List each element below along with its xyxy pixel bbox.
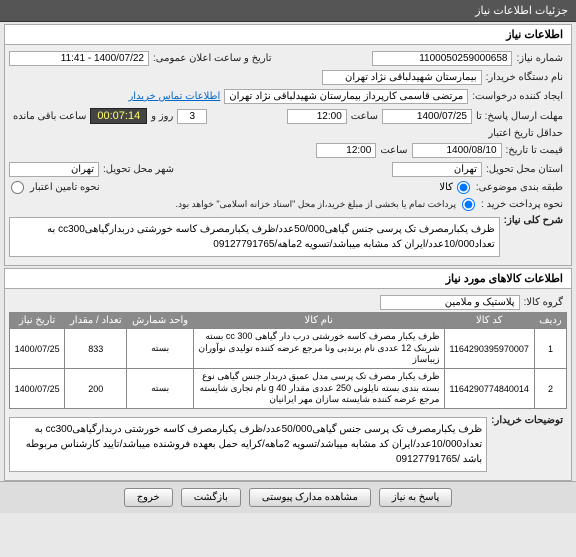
table-row: 21164290774840014ظرف یکبار مصرف تک پرسی … bbox=[10, 369, 567, 409]
radio-pay[interactable] bbox=[462, 198, 475, 211]
items-table: ردیف کد کالا نام کالا واحد شمارش تعداد /… bbox=[9, 312, 567, 409]
cell-date: 1400/07/25 bbox=[10, 329, 65, 369]
return-button[interactable]: بازگشت bbox=[181, 488, 241, 507]
section-header-niaz: اطلاعات نیاز bbox=[4, 24, 572, 45]
countdown-timer: 00:07:14 bbox=[90, 108, 147, 124]
exit-button[interactable]: خروج bbox=[124, 488, 173, 507]
creator-value: مرتضی قاسمی کارپرداز بیمارستان شهیدلباقی… bbox=[224, 89, 468, 104]
pay-note: پرداخت تمام یا بخشی از مبلغ خرید،از محل … bbox=[172, 199, 460, 210]
cell-name: ظرف یکبار مصرف تک پرسی مدل عمیق دربدار ج… bbox=[193, 369, 444, 409]
items-body: گروه کالا: پلاستیک و ملامین ردیف کد کالا… bbox=[4, 289, 572, 481]
niaz-no: 1100050259000658 bbox=[372, 51, 512, 66]
deliver-city: تهران bbox=[9, 162, 99, 177]
announce-label: تاریخ و ساعت اعلان عمومی: bbox=[149, 53, 276, 64]
cell-qty: 833 bbox=[65, 329, 127, 369]
col-date: تاریخ نیاز bbox=[10, 313, 65, 329]
desc-label: شرح کلی نیاز: bbox=[500, 215, 567, 226]
credit-time: 12:00 bbox=[316, 143, 376, 158]
group-label: گروه کالا: bbox=[520, 297, 567, 308]
contact-link[interactable]: اطلاعات تماس خریدار bbox=[124, 91, 224, 102]
budget-radio[interactable] bbox=[9, 181, 26, 194]
col-code: کد کالا bbox=[444, 313, 534, 329]
cell-code: 1164290395970007 bbox=[444, 329, 534, 369]
cell-name: ظرف یکبار مصرف کاسه خورشتی درب دار گیاهی… bbox=[193, 329, 444, 369]
classify-label: طبقه بندی موضوعی: bbox=[472, 182, 567, 193]
saat-label-1: ساعت bbox=[347, 111, 382, 122]
col-qty: تعداد / مقدار bbox=[65, 313, 127, 329]
col-name: نام کالا bbox=[193, 313, 444, 329]
cell-n: 2 bbox=[534, 369, 566, 409]
classify-radio-kala[interactable]: کالا bbox=[439, 181, 472, 194]
pay-radio[interactable] bbox=[460, 198, 477, 211]
respond-button[interactable]: پاسخ به نیاز bbox=[379, 488, 453, 507]
cell-code: 1164290774840014 bbox=[444, 369, 534, 409]
items-header: اطلاعات کالاهای مورد نیاز bbox=[4, 268, 572, 289]
days-left: 3 bbox=[177, 109, 207, 124]
credit-date: 1400/08/10 bbox=[412, 143, 502, 158]
radio-budget-1[interactable] bbox=[11, 181, 24, 194]
announce-value: 1400/07/22 - 11:41 bbox=[9, 51, 149, 66]
rooz-label: روز و bbox=[147, 111, 177, 122]
credit-label: حداقل تاریخ اعتبار bbox=[484, 128, 567, 139]
radio-kala-label: کالا bbox=[439, 182, 453, 193]
radio-kala[interactable] bbox=[457, 181, 470, 194]
cell-unit: بسته bbox=[127, 369, 194, 409]
deliver-prov: تهران bbox=[392, 162, 482, 177]
buyer-desc-label: توضیحات خریدار: bbox=[487, 415, 567, 426]
footer-buttons: پاسخ به نیاز مشاهده مدارک پیوستی بازگشت … bbox=[0, 481, 576, 513]
deadline-label: مهلت ارسال پاسخ: تا bbox=[472, 111, 567, 122]
buyer-desc-text: ظرف یکبارمصرف تک پرسی جنس گیاهی50/000عدد… bbox=[9, 417, 487, 472]
saat-label-2: ساعت bbox=[376, 145, 411, 156]
deliver-prov-label: استان محل تحویل: bbox=[482, 164, 567, 175]
cell-n: 1 bbox=[534, 329, 566, 369]
credit-label2: قیمت تا تاریخ: bbox=[502, 145, 567, 156]
col-row: ردیف bbox=[534, 313, 566, 329]
col-unit: واحد شمارش bbox=[127, 313, 194, 329]
buyer-label: نام دستگاه خریدار: bbox=[482, 72, 567, 83]
remain-label: ساعت باقی مانده bbox=[9, 111, 90, 122]
niaz-no-label: شماره نیاز: bbox=[512, 53, 567, 64]
desc-text: ظرف یکبارمصرف تک پرسی جنس گیاهی50/000عدد… bbox=[9, 217, 500, 257]
group-value: پلاستیک و ملامین bbox=[380, 295, 520, 310]
deadline-date: 1400/07/25 bbox=[382, 109, 472, 124]
budget-label: نحوه تامین اعتبار bbox=[26, 182, 104, 193]
niaz-body: شماره نیاز: 1100050259000658 تاریخ و ساع… bbox=[4, 45, 572, 266]
pay-label: نحوه پرداخت خرید : bbox=[477, 199, 567, 210]
creator-label: ایجاد کننده درخواست: bbox=[468, 91, 567, 102]
cell-unit: بسته bbox=[127, 329, 194, 369]
table-row: 11164290395970007ظرف یکبار مصرف کاسه خور… bbox=[10, 329, 567, 369]
deliver-city-label: شهر محل تحویل: bbox=[99, 164, 178, 175]
cell-date: 1400/07/25 bbox=[10, 369, 65, 409]
deadline-time: 12:00 bbox=[287, 109, 347, 124]
buyer-value: بیمارستان شهیدلباقی نژاد تهران bbox=[322, 70, 482, 85]
view-docs-button[interactable]: مشاهده مدارک پیوستی bbox=[249, 488, 371, 507]
window-title: جزئیات اطلاعات نیاز bbox=[0, 0, 576, 22]
cell-qty: 200 bbox=[65, 369, 127, 409]
